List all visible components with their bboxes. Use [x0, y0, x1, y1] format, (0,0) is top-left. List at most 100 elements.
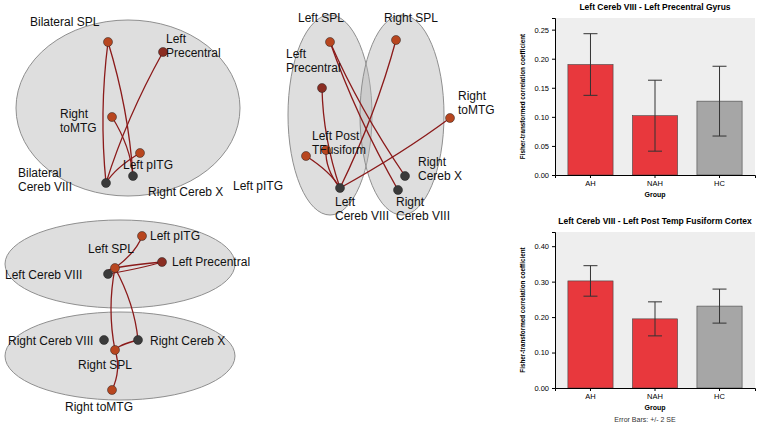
node-label: Left pITG [123, 158, 173, 172]
x-tick: AH [585, 175, 595, 188]
y-tick-label: 0.25 [534, 26, 549, 35]
error-bar [713, 66, 727, 136]
brain-node [100, 336, 109, 345]
brain-node [104, 38, 113, 47]
y-axis-title: Fisher-transformed correlation coefficie… [519, 246, 526, 372]
node-label: TFusiform [312, 143, 366, 157]
x-tick: AH [585, 388, 595, 401]
error-stem [655, 302, 656, 336]
y-tick-label: 0.20 [534, 55, 549, 64]
x-axis-title: Group [645, 404, 666, 412]
connection [306, 156, 340, 188]
tick-mark [552, 59, 555, 60]
error-cap [648, 335, 662, 336]
node-label: Right [396, 195, 425, 209]
brain-diagram: Bilateral SPLLeftPrecentralRighttoMTGLef… [5, 11, 495, 414]
connection [108, 262, 162, 274]
tick-mark [590, 175, 591, 178]
y-tick: 0.20 [534, 55, 555, 64]
tick-mark [552, 88, 555, 89]
node-label: Right Cereb X [148, 185, 223, 199]
node-label: Left [335, 195, 356, 209]
brain-node [108, 113, 117, 122]
node-label: Right [458, 89, 487, 103]
tick-mark [552, 282, 555, 283]
y-tick: 0.40 [534, 242, 555, 251]
brain-node [108, 386, 117, 395]
tick-mark [552, 175, 555, 176]
node-label: toMTG [60, 121, 97, 135]
x-axis: AH NAH HC [556, 388, 756, 401]
tick-mark [719, 388, 720, 391]
node-label: Right SPL [384, 11, 438, 25]
bars [568, 34, 742, 175]
x-axis: AH NAH HC [556, 175, 756, 188]
error-cap [713, 66, 727, 67]
x-tick: HC [714, 175, 725, 188]
y-tick: 0.10 [534, 113, 555, 122]
axis-line [552, 19, 556, 176]
tick-mark [552, 353, 555, 354]
node-label: Left SPL [88, 242, 134, 256]
y-tick-label: 0.15 [534, 84, 549, 93]
node-label: Cereb X [418, 169, 462, 183]
brain-outline [5, 312, 235, 400]
x-tick-label: NAH [647, 179, 663, 188]
error-stem [590, 266, 591, 296]
plot-background [555, 18, 755, 175]
brain-view: Bilateral SPLLeftPrecentralRighttoMTGLef… [16, 15, 240, 199]
x-tick: NAH [647, 388, 663, 401]
brain-node [392, 36, 401, 45]
error-bar [583, 266, 597, 296]
y-tick: 0.15 [534, 84, 555, 93]
connection [103, 42, 108, 183]
y-axis: 0.00 0.05 0.10 0.15 0.20 0.25 [534, 19, 555, 180]
error-stem [719, 289, 720, 323]
brain-node [336, 184, 345, 193]
brain-view: Left SPLRight SPLLeftPrecentralRighttoMT… [233, 11, 495, 223]
tick-mark [552, 117, 555, 118]
node-label: Precentral [166, 46, 221, 60]
tick-mark [655, 175, 656, 178]
y-tick-label: 0.00 [534, 384, 549, 393]
error-cap [583, 296, 597, 297]
y-tick-label: 0.05 [534, 142, 549, 151]
tick-mark [655, 388, 656, 391]
node-label: Cereb VIII [18, 180, 72, 194]
brain-node [394, 186, 403, 195]
error-cap [713, 136, 727, 137]
y-tick: 0.20 [534, 313, 555, 322]
error-cap [713, 289, 727, 290]
error-cap [713, 323, 727, 324]
axis-line [556, 389, 756, 392]
axis-line [556, 176, 756, 179]
node-label: Right [418, 155, 447, 169]
error-cap [583, 95, 597, 96]
error-cap [583, 33, 597, 34]
tick-mark [590, 388, 591, 391]
error-cap [648, 151, 662, 152]
x-axis-title: Group [645, 191, 666, 199]
node-label: Right Cereb VIII [8, 334, 93, 348]
connection [108, 42, 133, 176]
y-tick-label: 0.30 [534, 278, 549, 287]
error-stem [590, 34, 591, 96]
x-tick-label: AH [585, 179, 595, 188]
node-label: Left Post [312, 129, 360, 143]
node-label: toMTG [458, 103, 495, 117]
y-tick: 0.00 [534, 171, 555, 180]
x-tick-label: HC [714, 392, 725, 401]
brain-node [158, 258, 167, 267]
node-label: Precentral [286, 61, 341, 75]
bar-chart: 0.000.100.200.300.40AHNAHHCLeft Cereb VI… [519, 216, 756, 423]
plot-background [555, 232, 755, 388]
y-tick-label: 0.00 [534, 171, 549, 180]
x-tick-label: NAH [647, 392, 663, 401]
bar-chart: 0.000.050.100.150.200.25AHNAHHCLeft Cere… [519, 2, 756, 199]
y-tick-label: 0.20 [534, 313, 549, 322]
connection [340, 40, 396, 188]
error-bar [648, 80, 662, 151]
tick-mark [719, 175, 720, 178]
axis-line [552, 233, 556, 389]
brain-node [102, 179, 111, 188]
